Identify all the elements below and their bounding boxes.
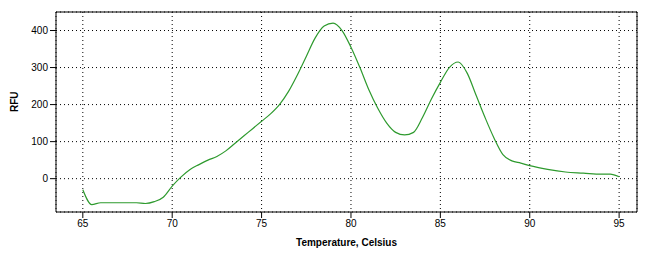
svg-text:65: 65 [77, 218, 89, 229]
svg-text:200: 200 [31, 99, 48, 110]
svg-text:90: 90 [524, 218, 536, 229]
svg-text:70: 70 [167, 218, 179, 229]
svg-text:80: 80 [345, 218, 357, 229]
svg-text:RFU: RFU [9, 91, 20, 112]
svg-text:85: 85 [435, 218, 447, 229]
svg-text:Temperature, Celsius: Temperature, Celsius [296, 237, 397, 248]
svg-text:75: 75 [256, 218, 268, 229]
svg-text:95: 95 [614, 218, 626, 229]
svg-text:300: 300 [31, 62, 48, 73]
svg-text:100: 100 [31, 136, 48, 147]
svg-text:400: 400 [31, 25, 48, 36]
svg-text:0: 0 [42, 173, 48, 184]
